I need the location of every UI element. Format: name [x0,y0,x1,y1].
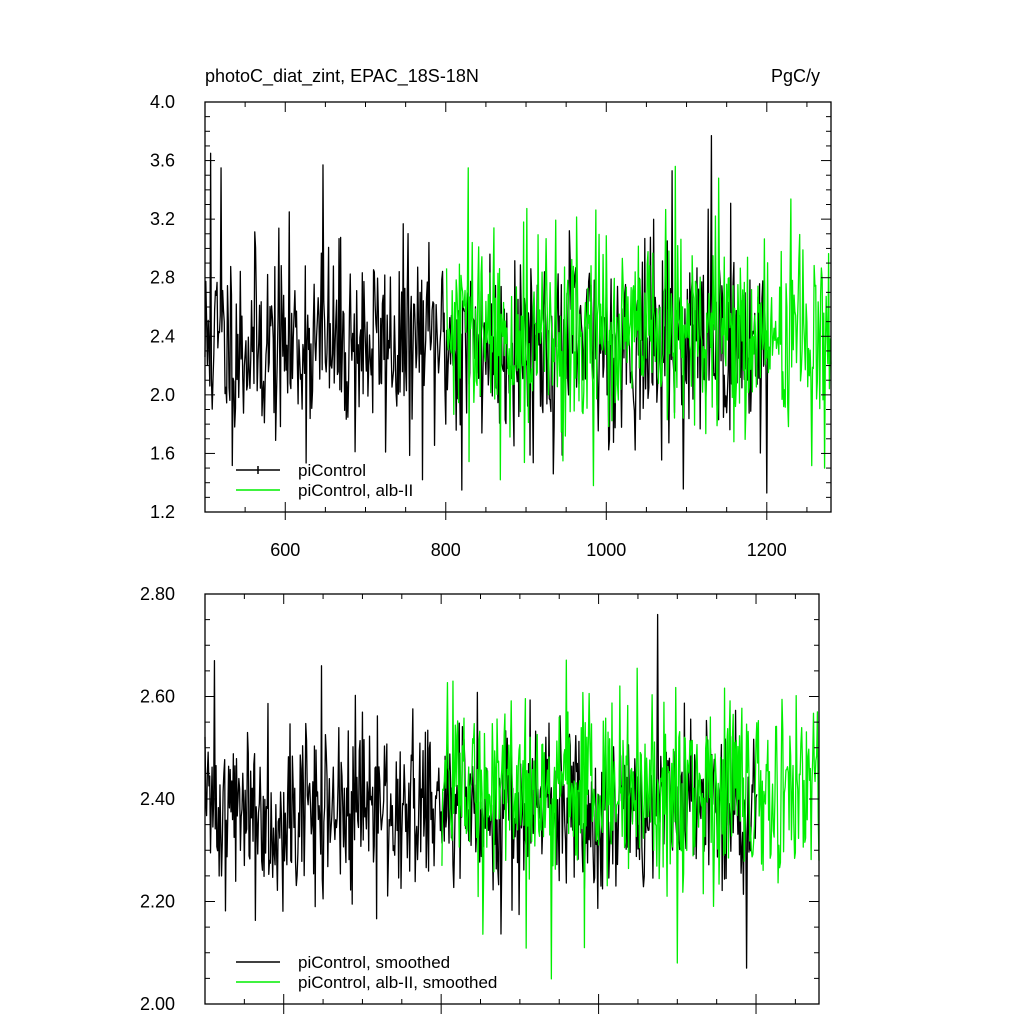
legend-label-smoothed-alb: piControl, alb-II, smoothed [298,973,497,992]
y-tick-label: 1.2 [150,502,175,522]
x-tick-label: 600 [270,540,300,560]
y-tick-label: 1.6 [150,443,175,463]
panel-top: photoC_diat_zint, EPAC_18S-18N PgC/y 600… [150,66,832,560]
x-tick-label: 1200 [747,540,787,560]
legend-label-smoothed: piControl, smoothed [298,953,450,972]
y-tick-label: 2.8 [150,268,175,288]
panel-top-title-left: photoC_diat_zint, EPAC_18S-18N [205,66,479,87]
y-tick-label: 2.4 [150,326,175,346]
x-tick-label: 1000 [586,540,626,560]
y-tick-label: 2.0 [150,385,175,405]
y-tick-label: 2.60 [140,687,175,707]
y-tick-label: 3.6 [150,151,175,171]
series-line-top-1 [445,165,832,487]
panel-bottom-ticks: 2.00 2.20 2.40 2.60 2.80 [140,584,819,1014]
y-tick-label: 3.2 [150,209,175,229]
y-tick-label: 2.80 [140,584,175,604]
panel-top-legend: piControl piControl, alb-II [236,461,413,500]
y-tick-label: 2.00 [140,994,175,1014]
panel-top-series-layer [204,135,832,494]
panel-bottom: 2.00 2.20 2.40 2.60 2.80 piControl, smoothed… [140,584,820,1014]
series-line-bottom-1 [441,659,820,980]
legend-label-picontrol-alb: piControl, alb-II [298,481,413,500]
y-tick-label: 2.20 [140,892,175,912]
panel-top-ticks: 600 800 1000 1200 1.2 1.6 2.0 2.4 2.8 3.2 3.6 4.0 [150,92,831,560]
panel-bottom-legend: piControl, smoothed piControl, alb-II, s… [236,953,497,992]
panel-bottom-series-layer [204,613,820,980]
y-tick-label: 4.0 [150,92,175,112]
y-tick-label: 2.40 [140,789,175,809]
legend-label-picontrol: piControl [298,461,366,480]
panel-top-title-right: PgC/y [771,66,820,86]
x-tick-label: 800 [431,540,461,560]
